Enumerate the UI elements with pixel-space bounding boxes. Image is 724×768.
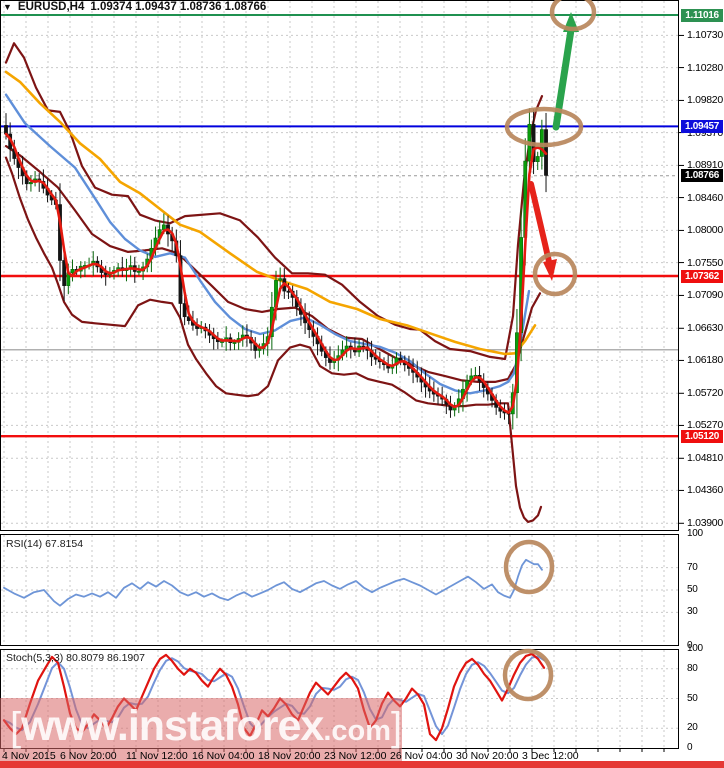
- price-axis-tick-label: 1.05270: [687, 419, 723, 432]
- rsi-axis-label: 50: [687, 584, 698, 595]
- highlight-circle: [502, 648, 554, 702]
- watermark-open-bracket: [: [10, 705, 22, 749]
- price-badge-green: 1.11016: [681, 8, 723, 22]
- price-axis-tick-label: 1.08910: [687, 159, 723, 172]
- stoch-axis-label: 80: [687, 662, 698, 674]
- price-axis-tick-label: 1.06630: [687, 322, 723, 335]
- price-axis-tick-label: 1.07090: [687, 289, 723, 302]
- time-axis-label: 26 Nov 04:00: [390, 750, 453, 762]
- price-axis-tick-label: 1.08460: [687, 191, 723, 204]
- ma-red-line: [4, 132, 548, 414]
- price-axis-tick-label: 1.03900: [687, 517, 723, 530]
- price-axis-tick-label: 1.05720: [687, 387, 723, 400]
- main-panel-border: [0, 0, 679, 531]
- rsi-axis-label: 30: [687, 606, 698, 618]
- stoch-axis-label: 50: [687, 692, 698, 704]
- time-axis-label: 6 Nov 20:00: [60, 750, 117, 762]
- candle-body: [70, 269, 75, 274]
- price-axis-tick-label: 1.04810: [687, 452, 723, 465]
- instaforex-watermark: [ www.instaforex .com ]: [10, 702, 402, 751]
- ma-orange-line: [4, 70, 537, 356]
- stoch-axis-label: 20: [687, 722, 698, 734]
- candle-body: [286, 290, 291, 293]
- rsi-indicator-label: RSI(14) 67.8154: [6, 538, 84, 550]
- bollinger-middle-band: [4, 145, 542, 383]
- chart-header: ▼ EURUSD,H4 1.09374 1.09437 1.08736 1.08…: [3, 1, 266, 13]
- candle-body: [161, 224, 166, 230]
- candle-body: [535, 156, 540, 162]
- time-axis-label: 16 Nov 04:00: [192, 750, 255, 762]
- bollinger-upper-band: [4, 42, 544, 361]
- time-axis-label: 11 Nov 12:00: [126, 750, 188, 762]
- price-axis-tick-label: 1.10730: [687, 29, 723, 42]
- stoch-axis-label: 0: [687, 742, 693, 753]
- rsi-axis-label: 100: [687, 528, 703, 539]
- bearish-arrow-head: [543, 259, 557, 281]
- stoch-axis-label: 100: [687, 643, 703, 654]
- price-badge-red: 1.05120: [681, 429, 723, 443]
- time-axis-label: 3 Dec 12:00: [522, 750, 579, 762]
- candle-body: [29, 182, 33, 185]
- rsi-panel-border: [0, 534, 679, 646]
- rsi-axis-label: 0: [687, 640, 693, 651]
- bollinger-lower-band: [4, 156, 543, 523]
- time-axis-label: 4 Nov 2015: [2, 750, 56, 762]
- highlight-circle: [549, 0, 597, 32]
- price-axis-tick-label: 1.09820: [687, 94, 723, 107]
- candle-body: [257, 348, 262, 351]
- candle-body: [137, 270, 141, 273]
- price-axis-tick-label: 1.08000: [687, 224, 723, 237]
- price-axis-tick-label: 1.04360: [687, 484, 723, 497]
- watermark-tld: .com: [323, 715, 392, 747]
- price-axis-tick-label: 1.06180: [687, 354, 723, 367]
- rsi-line: [3, 558, 543, 607]
- price-axis-tick-label: 1.10280: [687, 61, 723, 74]
- symbol-dropdown-icon[interactable]: ▼: [3, 1, 12, 12]
- stoch-indicator-label: Stoch(5,3,3) 80.8079 86.1907: [6, 652, 145, 664]
- watermark-domain: www.instaforex: [21, 702, 324, 750]
- watermark-background: [0, 698, 402, 761]
- bearish-arrow: [528, 181, 553, 269]
- watermark-close-bracket: ]: [391, 705, 403, 749]
- chart-ohlc-values: 1.09374 1.09437 1.08736 1.08766: [90, 1, 267, 13]
- chart-title: EURUSD,H4: [17, 1, 85, 13]
- bottom-red-bar: [0, 761, 724, 768]
- highlight-circle: [532, 251, 578, 297]
- rsi-axis-label: 70: [687, 561, 698, 573]
- candle-body: [182, 303, 187, 318]
- candle-body: [62, 260, 67, 286]
- time-axis-label: 30 Nov 20:00: [456, 750, 519, 762]
- price-badge-current: 1.08766: [681, 169, 723, 183]
- price-badge-red: 1.07362: [681, 269, 723, 283]
- highlight-circle: [503, 539, 555, 595]
- price-axis-tick-label: 1.07550: [687, 256, 723, 269]
- candle-body: [278, 278, 283, 281]
- time-axis-label: 18 Nov 20:00: [258, 750, 321, 762]
- highlight-circle: [504, 106, 584, 148]
- candle-body: [232, 342, 237, 344]
- time-axis-label: 23 Nov 12:00: [324, 750, 387, 762]
- price-badge-blue: 1.09457: [681, 119, 723, 133]
